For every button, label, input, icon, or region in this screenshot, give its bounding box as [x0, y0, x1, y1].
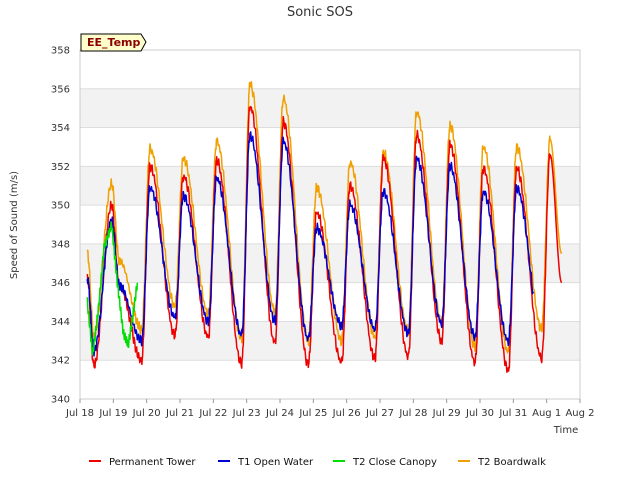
- plot-band: [80, 205, 580, 244]
- y-tick-label: 354: [51, 123, 70, 134]
- x-tick-label: Jul 21: [165, 408, 194, 419]
- x-tick-label: Aug 1: [532, 408, 561, 419]
- plot-band: [80, 360, 580, 399]
- legend-item-t1-open-water: T1 Open Water: [218, 457, 314, 468]
- y-tick-label: 346: [51, 278, 70, 289]
- plot-band: [80, 321, 580, 361]
- x-tick-label: Aug 2: [565, 408, 594, 419]
- x-tick-label: Jul 19: [98, 408, 127, 419]
- x-tick-label: Jul 18: [65, 408, 94, 419]
- ee-temp-annotation: EE_Temp: [80, 33, 147, 52]
- legend-label: T1 Open Water: [237, 457, 314, 468]
- annotation-text: EE_Temp: [87, 36, 140, 49]
- legend-label: Permanent Tower: [109, 457, 196, 468]
- x-tick-label: Jul 31: [498, 408, 527, 419]
- x-tick-label: Jul 26: [332, 408, 361, 419]
- legend-item-permanent-tower: Permanent Tower: [89, 457, 196, 468]
- plot-area: [79, 49, 581, 400]
- y-tick-label: 356: [51, 84, 70, 95]
- legend-label: T2 Boardwalk: [477, 457, 546, 468]
- y-tick-label: 352: [51, 162, 70, 173]
- x-tick-label: Jul 22: [198, 408, 227, 419]
- y-axis-label: Speed of Sound (m/s): [9, 171, 20, 279]
- y-tick-label: 358: [51, 46, 70, 57]
- chart-title: Sonic SOS: [287, 5, 353, 20]
- x-tick-label: Jul 20: [132, 408, 161, 419]
- legend-item-t2-boardwalk: T2 Boardwalk: [458, 457, 546, 468]
- y-tick-label: 348: [51, 239, 70, 250]
- legend-item-t2-close-canopy: T2 Close Canopy: [333, 457, 437, 468]
- plot-band: [80, 88, 580, 128]
- x-tick-label: Jul 25: [298, 408, 327, 419]
- legend: Permanent Tower T1 Open Water T2 Close Can…: [89, 457, 546, 468]
- y-tick-label: 342: [51, 356, 70, 367]
- plot-band: [80, 166, 580, 206]
- series-line-t1-open-water: [86, 131, 535, 357]
- x-axis-ticks: Jul 18 Jul 19 Jul 20 Jul 21 Jul 22 Jul 23 Jul …: [65, 399, 595, 419]
- y-tick-label: 340: [51, 395, 70, 406]
- y-axis-ticks: 340 342 344 346 348 350 352 354 356 358: [51, 46, 70, 406]
- y-tick-label: 344: [51, 317, 70, 328]
- legend-label: T2 Close Canopy: [352, 457, 437, 468]
- x-tick-label: Jul 23: [232, 408, 261, 419]
- plot-band: [80, 127, 580, 167]
- x-tick-label: Jul 29: [432, 408, 461, 419]
- series-lines: [86, 81, 563, 373]
- plot-band: [80, 50, 580, 89]
- x-tick-label: Jul 30: [465, 408, 494, 419]
- y-tick-label: 350: [51, 201, 70, 212]
- x-tick-label: Jul 27: [365, 408, 394, 419]
- x-tick-label: Jul 28: [398, 408, 427, 419]
- series-line-t2-close-canopy: [86, 221, 139, 356]
- x-tick-label: Jul 24: [265, 408, 294, 419]
- x-axis-label: Time: [553, 425, 578, 436]
- annotation-box: [80, 33, 147, 52]
